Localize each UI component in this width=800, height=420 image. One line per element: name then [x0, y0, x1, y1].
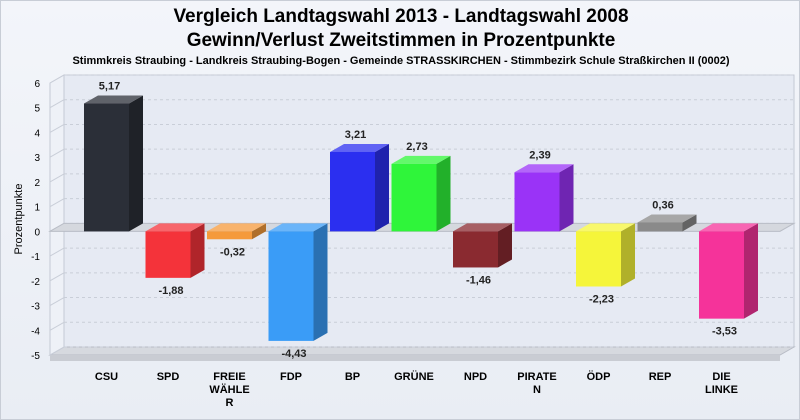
bar	[268, 231, 314, 341]
y-tick-label: -3	[31, 302, 40, 313]
x-category-label: REP	[649, 371, 672, 383]
bar-side	[682, 214, 697, 232]
bar	[207, 231, 252, 240]
x-category-label: ÖDP	[587, 370, 611, 383]
bar-top	[576, 223, 635, 232]
bar-side	[744, 223, 758, 319]
x-category-label: NPD	[464, 371, 487, 383]
bar-side	[621, 223, 635, 287]
gridline-side	[49, 272, 65, 282]
bar-top	[514, 164, 574, 173]
bar-value-label: -1,46	[466, 274, 491, 286]
x-category-label: PIRATE	[517, 371, 557, 383]
bar	[453, 231, 498, 268]
gridline-side	[49, 321, 65, 331]
x-category-label: DIE	[712, 371, 730, 383]
bar-value-label: 3,21	[345, 129, 366, 141]
bar-side	[436, 155, 451, 232]
x-category-label: R	[226, 397, 234, 409]
y-tick-label: -4	[31, 326, 40, 337]
gridline-side	[49, 148, 65, 158]
bar-value-label: -1,88	[158, 285, 183, 297]
bar-side	[375, 143, 389, 232]
bar-top	[391, 155, 451, 164]
x-category-label: FDP	[280, 371, 302, 383]
y-tick-label: 3	[34, 153, 40, 164]
bar-value-label: 2,73	[406, 141, 427, 153]
gridline-side	[49, 99, 65, 109]
bar-side	[190, 223, 205, 278]
bar-top	[330, 143, 389, 152]
y-tick-label: 6	[34, 79, 40, 90]
x-category-label: SPD	[157, 371, 180, 383]
x-category-label: CSU	[95, 371, 118, 383]
x-category-label: WÄHLE	[209, 383, 249, 396]
bar	[391, 163, 437, 232]
y-tick-label: 1	[34, 203, 40, 214]
plot-floor	[48, 346, 796, 356]
bar	[145, 231, 191, 278]
chart-title-line-1: Vergleich Landtagswahl 2013 - Landtagswa…	[173, 6, 629, 27]
bar-top	[268, 223, 328, 232]
bar-value-label: -3,53	[712, 326, 737, 338]
bar-top	[637, 214, 697, 223]
plot-floor-edge	[50, 355, 780, 361]
gridline-side	[49, 124, 65, 133]
gridline-side	[49, 74, 65, 84]
bar-value-label: 2,39	[529, 149, 550, 161]
bar-side	[498, 223, 512, 268]
bar	[330, 151, 375, 232]
gridline-side	[49, 297, 65, 306]
bar	[84, 103, 129, 232]
bar-side	[559, 164, 574, 232]
y-tick-label: 2	[34, 178, 40, 189]
bar	[637, 222, 683, 232]
bar-top	[145, 223, 205, 232]
bar-side	[252, 223, 266, 240]
bar-side	[313, 223, 328, 341]
bar-top	[207, 223, 266, 232]
bar	[576, 231, 621, 287]
x-category-label: GRÜNE	[394, 370, 434, 383]
bar	[699, 231, 744, 319]
x-category-label: BP	[345, 371, 360, 383]
gridline-side	[49, 247, 65, 257]
bar-value-label: 5,17	[99, 81, 120, 93]
y-axis-label: Prozentpunkte	[13, 184, 25, 255]
x-category-label: FREIE	[213, 371, 245, 383]
gridline-side	[49, 346, 65, 356]
y-tick-label: -1	[31, 252, 40, 263]
bar	[514, 172, 560, 232]
bar-value-label: -0,32	[220, 246, 245, 258]
y-tick-label: 0	[34, 227, 40, 238]
plot-left-wall	[49, 74, 65, 356]
y-tick-label: 4	[34, 128, 40, 139]
y-tick-label: -5	[31, 351, 40, 362]
bar-value-label: -2,23	[589, 294, 614, 306]
chart-title-line-2: Gewinn/Verlust Zweitstimmen in Prozentpu…	[186, 30, 616, 51]
gridline-side	[49, 198, 65, 208]
gridline-side	[49, 173, 65, 183]
bar-value-label: -4,43	[281, 348, 306, 360]
y-tick-label: 5	[34, 104, 40, 115]
bar-top	[699, 223, 758, 232]
bar-top	[84, 95, 143, 104]
x-category-label: N	[533, 384, 541, 396]
x-category-label: LINKE	[705, 384, 738, 396]
chart-description: Stimmkreis Straubing - Landkreis Straubi…	[72, 55, 730, 67]
bar-side	[129, 95, 143, 232]
y-tick-label: -2	[31, 277, 40, 288]
bar-top	[453, 223, 512, 232]
bar-value-label: 0,36	[652, 199, 673, 211]
chart-title: Vergleich Landtagswahl 2013 - Landtagswa…	[1, 5, 800, 53]
